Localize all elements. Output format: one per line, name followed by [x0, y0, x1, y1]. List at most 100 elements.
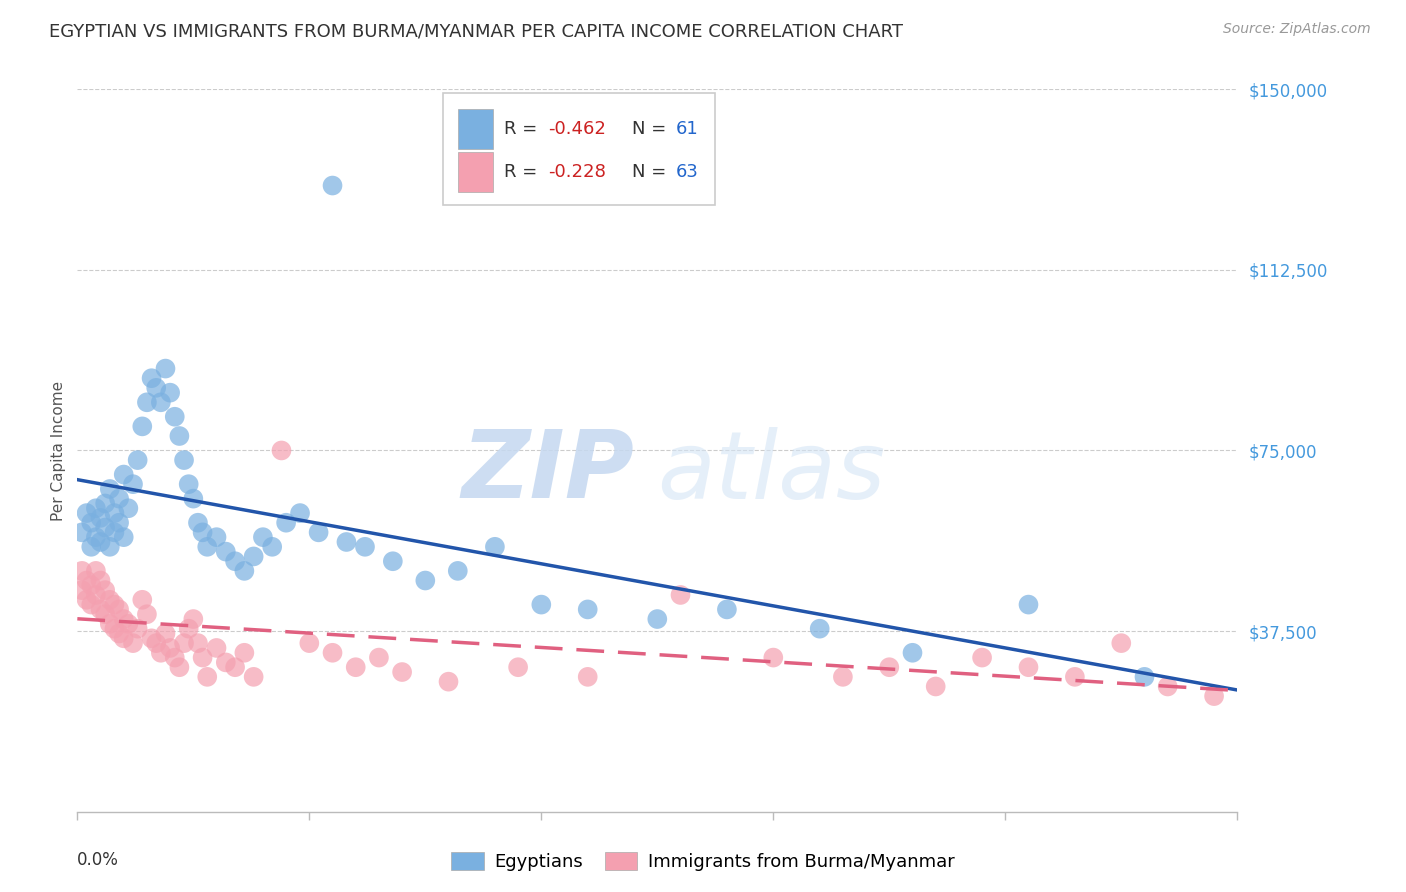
- Point: [173, 636, 195, 650]
- Point: [925, 680, 948, 694]
- Point: [108, 516, 131, 530]
- Point: [131, 419, 153, 434]
- Point: [669, 588, 692, 602]
- Point: [80, 540, 103, 554]
- Point: [84, 588, 107, 602]
- Point: [1111, 636, 1133, 650]
- Point: [530, 598, 553, 612]
- Point: [84, 501, 107, 516]
- Point: [191, 525, 214, 540]
- Point: [90, 574, 111, 588]
- Point: [108, 626, 131, 640]
- Point: [98, 540, 121, 554]
- Point: [298, 636, 321, 650]
- Text: Source: ZipAtlas.com: Source: ZipAtlas.com: [1223, 22, 1371, 37]
- FancyBboxPatch shape: [458, 153, 492, 192]
- Point: [117, 501, 139, 516]
- Point: [103, 506, 125, 520]
- Point: [183, 612, 205, 626]
- Point: [762, 650, 785, 665]
- Point: [117, 616, 139, 631]
- Point: [80, 598, 103, 612]
- Point: [94, 496, 117, 510]
- Point: [103, 598, 125, 612]
- Point: [94, 607, 117, 622]
- Point: [187, 636, 209, 650]
- Point: [183, 491, 205, 506]
- Point: [335, 535, 357, 549]
- Point: [98, 616, 121, 631]
- Point: [155, 626, 177, 640]
- Point: [1156, 680, 1178, 694]
- Point: [94, 583, 117, 598]
- Point: [576, 602, 599, 616]
- Point: [112, 467, 135, 482]
- Point: [195, 670, 218, 684]
- Point: [103, 525, 125, 540]
- Text: 63: 63: [676, 163, 699, 181]
- Text: N =: N =: [631, 120, 672, 138]
- FancyBboxPatch shape: [458, 109, 492, 149]
- Point: [103, 622, 125, 636]
- Point: [80, 516, 103, 530]
- Point: [270, 443, 292, 458]
- Point: [1018, 660, 1040, 674]
- Point: [187, 516, 209, 530]
- Point: [354, 540, 377, 554]
- Text: -0.228: -0.228: [548, 163, 606, 181]
- Point: [90, 511, 111, 525]
- Point: [90, 535, 111, 549]
- Legend: Egyptians, Immigrants from Burma/Myanmar: Egyptians, Immigrants from Burma/Myanmar: [444, 845, 962, 879]
- Point: [437, 674, 460, 689]
- Point: [127, 622, 149, 636]
- Point: [98, 482, 121, 496]
- Point: [159, 385, 181, 400]
- Point: [308, 525, 330, 540]
- Point: [131, 592, 153, 607]
- Text: 0.0%: 0.0%: [77, 852, 120, 870]
- Point: [76, 592, 98, 607]
- Point: [191, 650, 214, 665]
- Point: [381, 554, 404, 568]
- Text: EGYPTIAN VS IMMIGRANTS FROM BURMA/MYANMAR PER CAPITA INCOME CORRELATION CHART: EGYPTIAN VS IMMIGRANTS FROM BURMA/MYANMA…: [49, 22, 903, 40]
- Point: [576, 670, 599, 684]
- Point: [242, 670, 264, 684]
- Point: [195, 540, 218, 554]
- Point: [159, 640, 181, 655]
- Point: [84, 564, 107, 578]
- Point: [344, 660, 367, 674]
- Point: [233, 646, 256, 660]
- Point: [149, 395, 172, 409]
- Point: [169, 429, 191, 443]
- Point: [506, 660, 529, 674]
- Point: [112, 632, 135, 646]
- Point: [484, 540, 506, 554]
- Text: atlas: atlas: [658, 426, 886, 517]
- Point: [391, 665, 413, 679]
- Point: [76, 574, 98, 588]
- Point: [112, 530, 135, 544]
- Point: [877, 660, 901, 674]
- Text: R =: R =: [505, 120, 543, 138]
- Point: [1063, 670, 1085, 684]
- Point: [321, 646, 344, 660]
- Text: -0.462: -0.462: [548, 120, 606, 138]
- Point: [224, 554, 246, 568]
- Point: [832, 670, 855, 684]
- Y-axis label: Per Capita Income: Per Capita Income: [51, 380, 66, 521]
- Point: [127, 453, 149, 467]
- Point: [242, 549, 264, 564]
- Text: N =: N =: [631, 163, 672, 181]
- Point: [215, 544, 238, 558]
- Point: [80, 578, 103, 592]
- Point: [901, 646, 924, 660]
- Point: [163, 650, 186, 665]
- Point: [84, 530, 107, 544]
- Point: [224, 660, 246, 674]
- Point: [122, 477, 145, 491]
- Text: R =: R =: [505, 163, 543, 181]
- Point: [215, 656, 238, 670]
- Point: [70, 583, 93, 598]
- Point: [141, 371, 163, 385]
- Point: [149, 646, 172, 660]
